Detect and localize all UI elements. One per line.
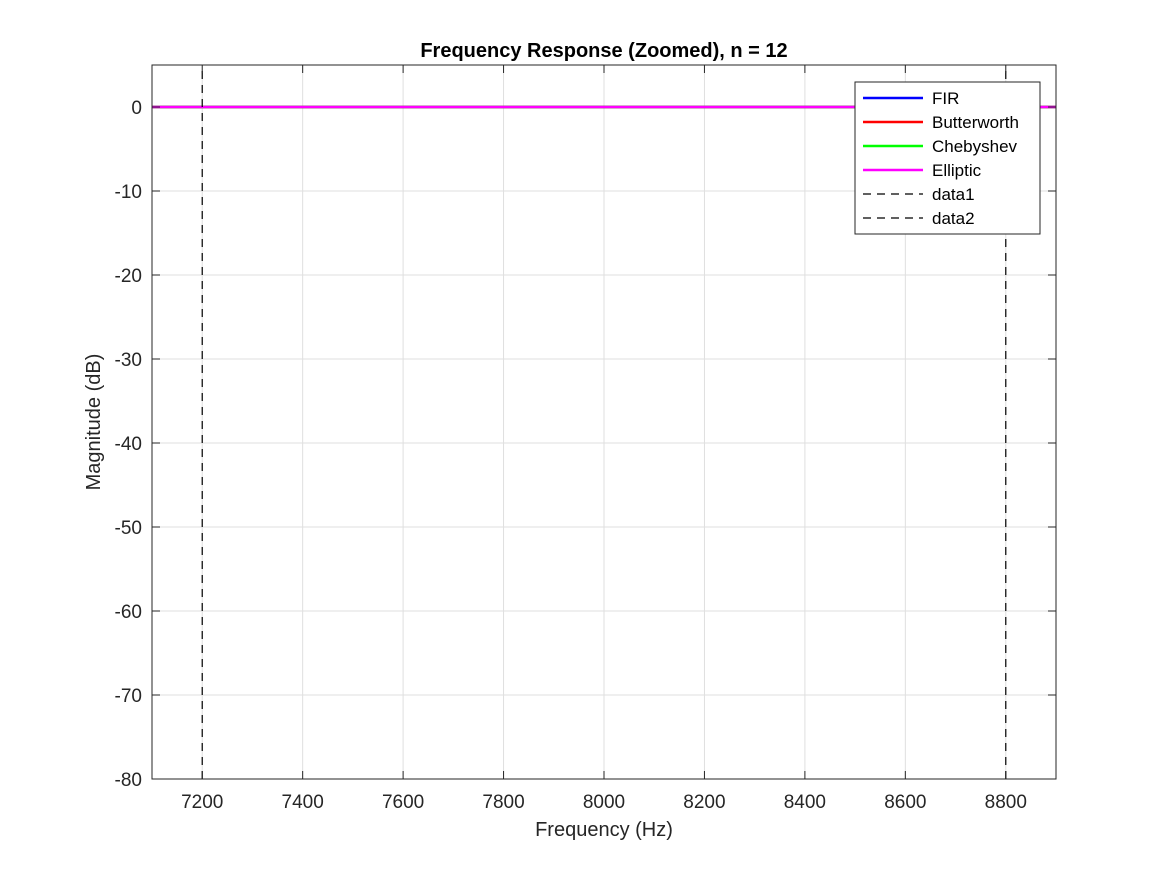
x-tick-label: 7200 [181, 792, 223, 813]
legend-label-data1: data1 [932, 185, 975, 204]
legend-box [854, 81, 1041, 235]
y-tick-label: -10 [115, 182, 142, 203]
y-tick-label: -60 [115, 602, 142, 623]
chart-title: Frequency Response (Zoomed), n = 12 [420, 40, 787, 62]
x-tick-label: 8000 [583, 792, 625, 813]
y-axis-label: Magnitude (dB) [83, 354, 105, 491]
legend-label-elliptic: Elliptic [932, 161, 982, 180]
x-tick-label: 8800 [985, 792, 1027, 813]
x-tick-label: 8600 [884, 792, 926, 813]
ticks: 7200 7400 7600 7800 8000 8200 8400 8600 8800 -80 -… [115, 65, 1056, 813]
y-tick-label: -30 [115, 350, 142, 371]
legend-label-chebyshev: Chebyshev [932, 137, 1018, 156]
legend-label-fir: FIR [932, 89, 959, 108]
legend-label-data2: data2 [932, 209, 975, 228]
x-tick-label: 7400 [282, 792, 324, 813]
y-tick-label: -70 [115, 686, 142, 707]
legend-label-butterworth: Butterworth [932, 113, 1019, 132]
legend[interactable]: FIR Butterworth Chebyshev Elliptic data1 data… [854, 81, 1041, 235]
x-tick-label: 7600 [382, 792, 424, 813]
x-tick-label: 8200 [683, 792, 725, 813]
y-tick-label: -50 [115, 518, 142, 539]
x-tick-label: 7800 [482, 792, 524, 813]
y-tick-label: -80 [115, 770, 142, 791]
y-tick-label: -40 [115, 434, 142, 455]
y-tick-label: -20 [115, 266, 142, 287]
x-tick-label: 8400 [784, 792, 826, 813]
y-tick-label: 0 [131, 98, 142, 119]
x-axis-label: Frequency (Hz) [535, 819, 673, 841]
